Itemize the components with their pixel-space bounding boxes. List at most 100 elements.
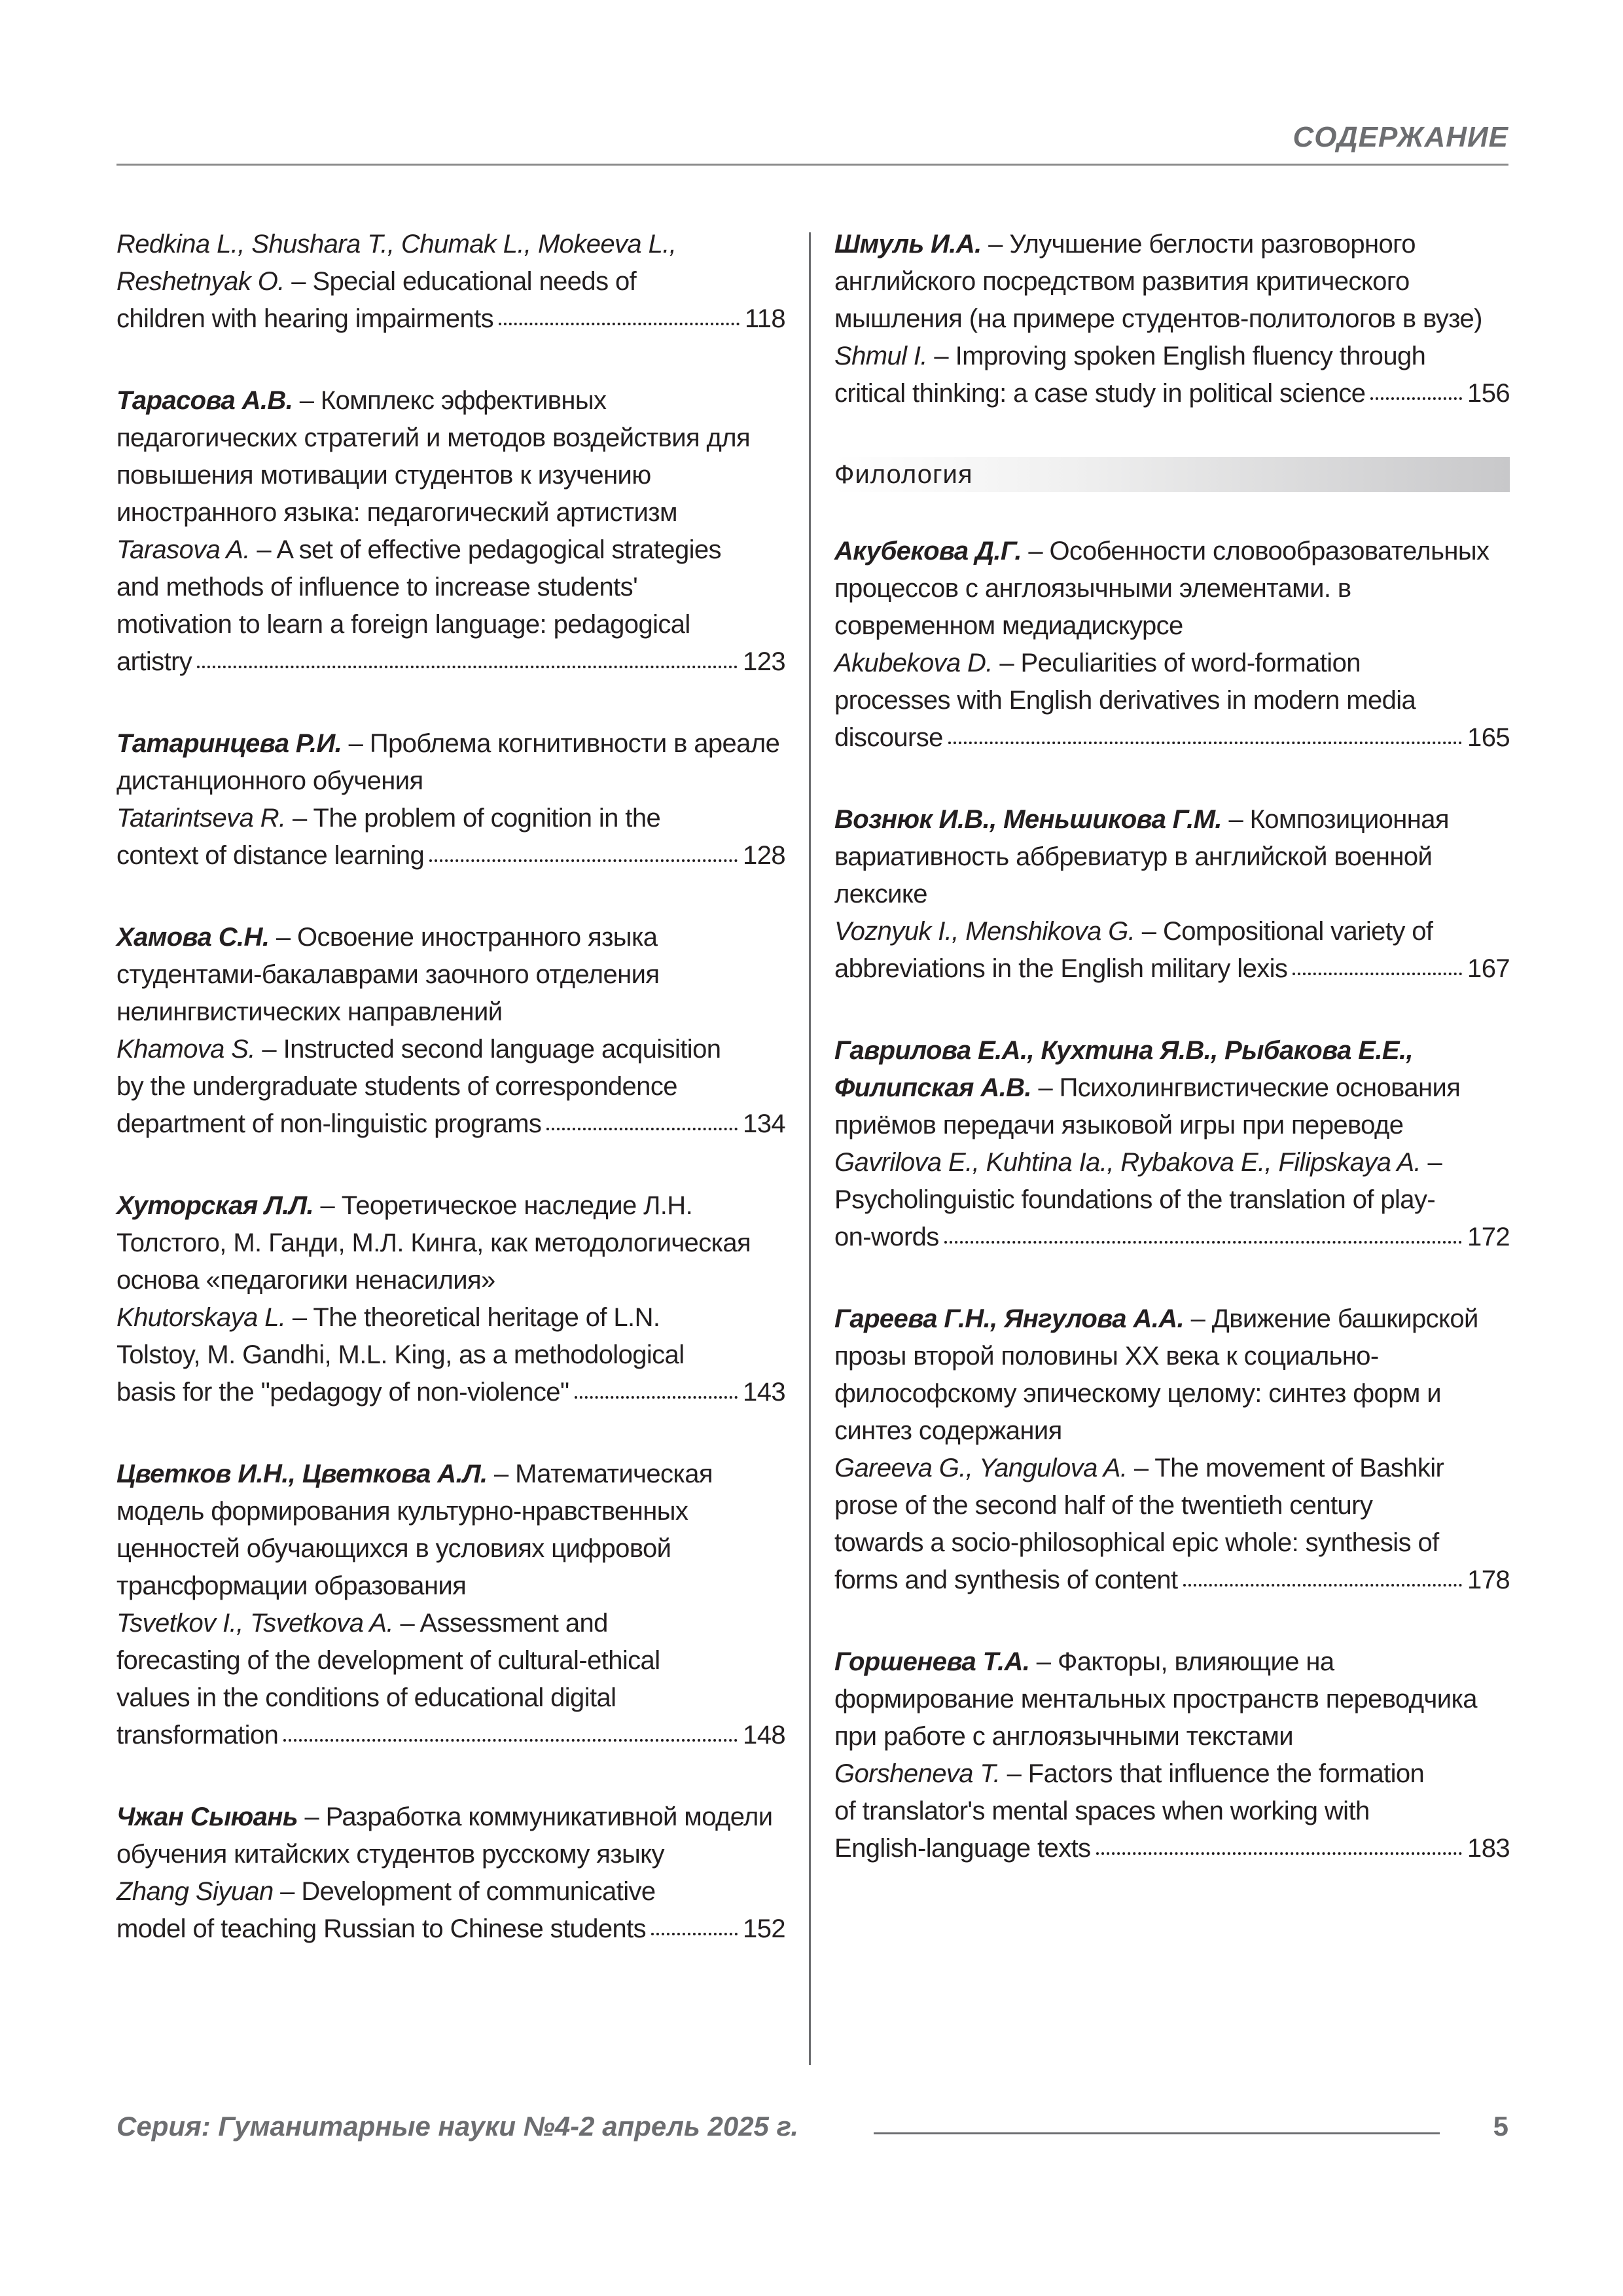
entry-title-en: Khamova S. – Instructed second language … — [116, 1031, 786, 1143]
dot-leader — [499, 323, 740, 325]
entry-title-ru-text: – Разработка коммуникативной модели обуч… — [116, 1803, 773, 1869]
toc-entry[interactable]: Гаврилова Е.А., Кухтина Я.В., Рыбакова Е… — [834, 1032, 1510, 1256]
entry-title-en-text: – Development of communicative model of … — [116, 1877, 656, 1943]
toc-right-column: Шмуль И.А. – Улучшение беглости разговор… — [834, 226, 1510, 1912]
entry-title-ru: Чжан Сыюань – Разработка коммуникативной… — [116, 1799, 785, 1873]
entry-title-en: Gorsheneva T. – Factors that influence t… — [834, 1755, 1510, 1867]
entry-title-ru-text: – Теоретическое наследие Л.Н. Толстого, … — [116, 1191, 751, 1295]
entry-title-ru: Тарасова А.В. – Комплекс эффективных пед… — [116, 382, 785, 531]
entry-title-ru: Цветков И.Н., Цветкова А.Л. – Математиче… — [116, 1456, 785, 1605]
entry-author-ru: Тарасова А.В. — [116, 386, 293, 415]
entry-author-en: Voznyuk I., Menshikova G. — [834, 917, 1135, 946]
dot-leader — [1096, 1852, 1463, 1855]
entry-title-en-text: – Special educational needs of children … — [116, 267, 637, 333]
entry-title-ru: Гаврилова Е.А., Кухтина Я.В., Рыбакова Е… — [834, 1032, 1510, 1144]
entry-page-number: 118 — [745, 304, 786, 333]
entry-title-en-text: – Factors that influence the formation o… — [834, 1759, 1425, 1863]
entry-page-number: 123 — [743, 647, 786, 676]
entry-page-number: 167 — [1467, 954, 1510, 983]
toc-entry[interactable]: Хуторская Л.Л. – Теоретическое наследие … — [116, 1187, 786, 1411]
dot-leader — [651, 1933, 738, 1935]
entry-author-en: Khutorskaya L. — [116, 1303, 286, 1332]
entry-title-en: Tatarintseva R. – The problem of cogniti… — [116, 800, 786, 874]
entry-author-en: Gorsheneva T. — [834, 1759, 1001, 1788]
toc-entry[interactable]: Цветков И.Н., Цветкова А.Л. – Математиче… — [116, 1456, 786, 1754]
entry-title-ru-text: – Психолингвистические основания приёмов… — [834, 1073, 1461, 1139]
entry-author-ru: Хамова С.Н. — [116, 923, 270, 952]
entry-author-ru: Шмуль И.А. — [834, 230, 982, 259]
entry-title-en-text: – Peculiarities of word-formation proces… — [834, 649, 1416, 752]
toc-entry[interactable]: Акубекова Д.Г. – Особенности словообразо… — [834, 533, 1510, 757]
entry-author-en: Redkina L., Shushara T., Chumak L., Moke… — [116, 230, 677, 296]
entry-page-number: 128 — [743, 841, 786, 870]
entry-title-en-text: – A set of effective pedagogical strateg… — [116, 535, 722, 676]
entry-title-ru: Хамова С.Н. – Освоение иностранного язык… — [116, 919, 785, 1031]
entry-author-en: Tatarintseva R. — [116, 804, 286, 833]
dot-leader — [197, 666, 738, 668]
entry-author-en: Zhang Siyuan — [116, 1877, 274, 1906]
entry-author-en: Tarasova A. — [116, 535, 250, 564]
entry-author-en: Khamova S. — [116, 1035, 256, 1064]
entry-title-en: Zhang Siyuan – Development of communicat… — [116, 1873, 786, 1948]
toc-entry[interactable]: Redkina L., Shushara T., Chumak L., Moke… — [116, 226, 786, 338]
toc-entry[interactable]: Чжан Сыюань – Разработка коммуникативной… — [116, 1799, 786, 1948]
entry-author-ru: Вознюк И.В., Меньшикова Г.М. — [834, 805, 1222, 834]
entry-title-en: Redkina L., Shushara T., Chumak L., Moke… — [116, 226, 786, 338]
entry-author-en: Gareeva G., Yangulova A. — [834, 1454, 1128, 1482]
entry-page-number: 172 — [1467, 1223, 1510, 1251]
entry-title-ru-text: – Движение башкирской прозы второй полов… — [834, 1304, 1478, 1445]
dot-leader — [1183, 1584, 1463, 1587]
entry-page-number: 134 — [743, 1109, 786, 1138]
entry-title-ru: Татаринцева Р.И. – Проблема когнитивност… — [116, 725, 785, 800]
entry-title-ru-text: – Факторы, влияющие на формирование мент… — [834, 1647, 1478, 1751]
entry-title-en: Gareeva G., Yangulova A. – The movement … — [834, 1450, 1510, 1599]
entry-title-en-text: – Improving spoken English fluency throu… — [834, 342, 1426, 408]
entry-title-ru-text: – Улучшение беглости разговорного англий… — [834, 230, 1482, 333]
entry-title-en: Akubekova D. – Peculiarities of word-for… — [834, 645, 1510, 757]
entry-title-en-text: – Compositional variety of abbreviations… — [834, 917, 1433, 983]
entry-author-en: Shmul I. — [834, 342, 928, 370]
entry-page-number: 148 — [743, 1721, 786, 1749]
section-heading-philology: Филология — [834, 457, 1510, 492]
dot-leader — [948, 742, 1463, 744]
entry-author-ru: Цветков И.Н., Цветкова А.Л. — [116, 1460, 488, 1488]
toc-entry[interactable]: Горшенева Т.А. – Факторы, влияющие на фо… — [834, 1643, 1510, 1867]
footer-page-number: 5 — [1493, 2111, 1508, 2142]
toc-entry[interactable]: Гареева Г.Н., Янгулова А.А. – Движение б… — [834, 1300, 1510, 1599]
toc-entry[interactable]: Вознюк И.В., Меньшикова Г.М. – Композици… — [834, 801, 1510, 988]
entry-title-en-text: – Psycholinguistic foundations of the tr… — [834, 1148, 1442, 1251]
entry-page-number: 165 — [1467, 723, 1510, 752]
dot-leader — [283, 1739, 738, 1742]
entry-page-number: 143 — [743, 1378, 786, 1407]
entry-title-en: Shmul I. – Improving spoken English flue… — [834, 338, 1510, 412]
header-rule — [116, 164, 1508, 166]
entry-author-en: Tsvetkov I., Tsvetkova A. — [116, 1609, 394, 1638]
toc-entry[interactable]: Шмуль И.А. – Улучшение беглости разговор… — [834, 226, 1510, 412]
entry-title-en-text: – Assessment and forecasting of the deve… — [116, 1609, 660, 1749]
toc-entry[interactable]: Тарасова А.В. – Комплекс эффективных пед… — [116, 382, 786, 681]
footer-rule — [874, 2132, 1440, 2134]
header-title: СОДЕРЖАНИЕ — [1293, 121, 1508, 153]
entry-title-en: Tsvetkov I., Tsvetkova A. – Assessment a… — [116, 1605, 786, 1754]
entry-author-en: Gavrilova E., Kuhtina Ia., Rybakova E., … — [834, 1148, 1421, 1177]
entry-title-ru: Вознюк И.В., Меньшикова Г.М. – Композици… — [834, 801, 1510, 913]
toc-left-column: Redkina L., Shushara T., Chumak L., Moke… — [116, 226, 786, 1992]
toc-entry[interactable]: Татаринцева Р.И. – Проблема когнитивност… — [116, 725, 786, 874]
entry-author-ru: Акубекова Д.Г. — [834, 537, 1022, 565]
entry-title-en-text: – The theoretical heritage of L.N. Tolst… — [116, 1303, 685, 1407]
entry-title-en: Khutorskaya L. – The theoretical heritag… — [116, 1299, 786, 1411]
entry-title-ru-text: – Композиционная вариативность аббревиат… — [834, 805, 1450, 908]
entry-title-ru-text: – Освоение иностранного языка студентами… — [116, 923, 660, 1026]
entry-title-ru: Акубекова Д.Г. – Особенности словообразо… — [834, 533, 1510, 645]
dot-leader — [546, 1128, 738, 1130]
entry-author-ru: Татаринцева Р.И. — [116, 729, 342, 758]
entry-author-ru: Гаврилова Е.А., Кухтина Я.В., Рыбакова Е… — [834, 1036, 1414, 1102]
entry-title-en-text: – The movement of Bashkir prose of the s… — [834, 1454, 1444, 1594]
toc-entry[interactable]: Хамова С.Н. – Освоение иностранного язык… — [116, 919, 786, 1143]
entry-author-ru: Горшенева Т.А. — [834, 1647, 1030, 1676]
entry-title-en: Tarasova A. – A set of effective pedagog… — [116, 531, 786, 681]
entry-title-ru: Хуторская Л.Л. – Теоретическое наследие … — [116, 1187, 785, 1299]
footer-series: Серия: Гуманитарные науки №4-2 апрель 20… — [116, 2111, 799, 2142]
entry-title-ru-text: – Особенности словообразовательных проце… — [834, 537, 1489, 640]
entry-title-en-text: – The problem of cognition in the contex… — [116, 804, 661, 870]
